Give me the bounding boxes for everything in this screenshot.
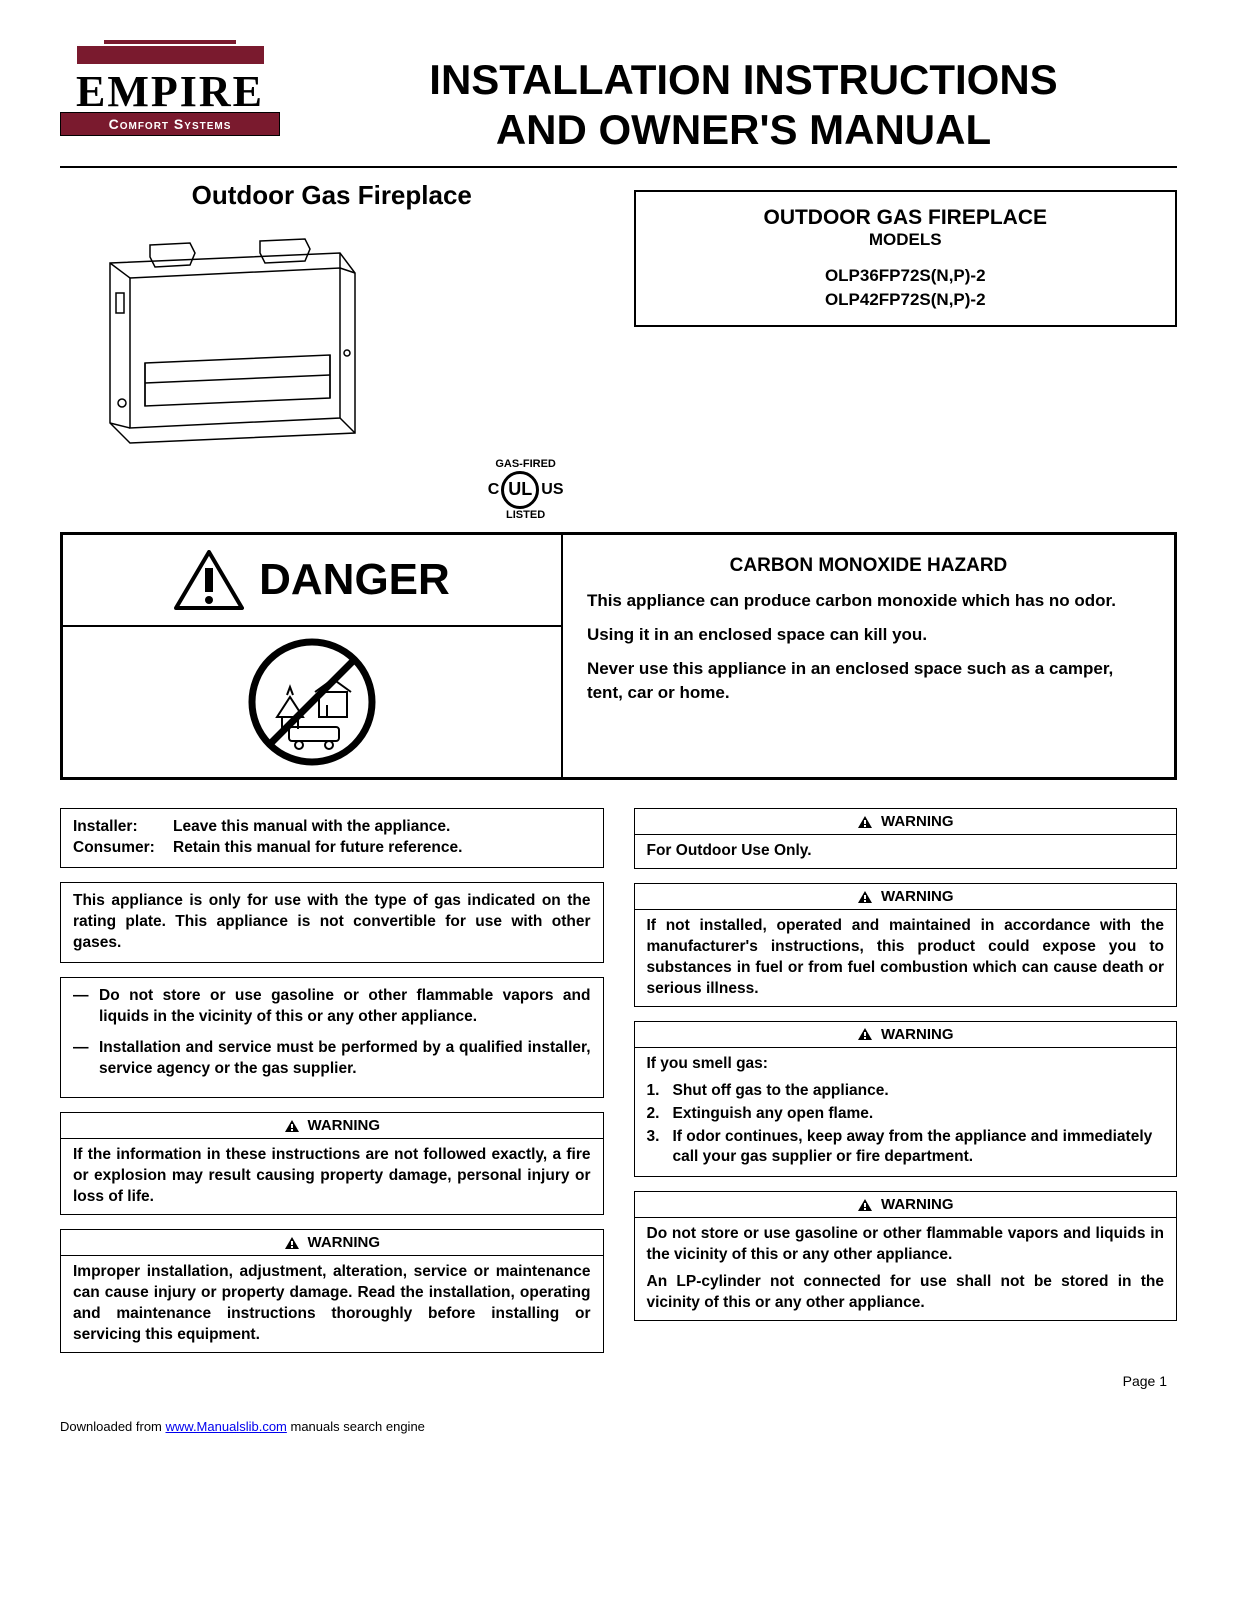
warning-box: WARNING Do not store or use gasoline or … xyxy=(634,1191,1178,1321)
danger-box: DANGER CARBON M xyxy=(60,532,1177,780)
list-item: If odor continues, keep away from the ap… xyxy=(647,1127,1165,1169)
page-number: Page 1 xyxy=(60,1373,1177,1389)
fireplace-illustration xyxy=(60,223,400,453)
co-text: This appliance can produce carbon monoxi… xyxy=(587,589,1150,613)
product-subtitle: Outdoor Gas Fireplace xyxy=(60,180,604,211)
warning-icon xyxy=(284,1236,300,1250)
list-item: Extinguish any open flame. xyxy=(647,1104,1165,1125)
gas-type-box: This appliance is only for use with the … xyxy=(60,882,604,963)
warning-icon xyxy=(857,1198,873,1212)
warning-box: WARNING Improper installation, adjustmen… xyxy=(60,1229,604,1353)
brand-name: EMPIRE xyxy=(60,72,280,112)
header-divider xyxy=(60,166,1177,168)
ul-icon: UL xyxy=(501,471,539,509)
warning-icon xyxy=(857,890,873,904)
certification-mark: GAS-FIRED C UL US LISTED xyxy=(60,458,604,522)
danger-label: DANGER xyxy=(259,555,450,605)
list-item: Installation and service must be perform… xyxy=(73,1038,591,1080)
document-title: INSTALLATION INSTRUCTIONS AND OWNER'S MA… xyxy=(310,40,1177,156)
models-title: OUTDOOR GAS FIREPLACE xyxy=(656,206,1156,230)
co-hazard-title: CARBON MONOXIDE HAZARD xyxy=(587,555,1150,577)
list-item: Do not store or use gasoline or other fl… xyxy=(73,986,591,1028)
warning-box: WARNING If the information in these inst… xyxy=(60,1112,604,1215)
models-subtitle: MODELS xyxy=(656,230,1156,250)
warning-icon xyxy=(857,1027,873,1041)
warning-icon xyxy=(857,815,873,829)
download-source-note: Downloaded from www.Manualslib.com manua… xyxy=(60,1419,1177,1434)
models-box: OUTDOOR GAS FIREPLACE MODELS OLP36FP72S(… xyxy=(634,190,1178,328)
brand-logo: EMPIRE Comfort Systems xyxy=(60,40,280,136)
list-item: Shut off gas to the appliance. xyxy=(647,1081,1165,1102)
safety-notes-box: Do not store or use gasoline or other fl… xyxy=(60,977,604,1099)
warning-box: WARNING If you smell gas: Shut off gas t… xyxy=(634,1021,1178,1178)
models-list: OLP36FP72S(N,P)-2 OLP42FP72S(N,P)-2 xyxy=(656,264,1156,312)
installer-consumer-box: Installer: Leave this manual with the ap… xyxy=(60,808,604,868)
no-indoor-use-icon xyxy=(247,637,377,767)
warning-box: WARNING For Outdoor Use Only. xyxy=(634,808,1178,869)
warning-triangle-icon xyxy=(174,550,244,610)
warning-icon xyxy=(284,1119,300,1133)
co-text: Using it in an enclosed space can kill y… xyxy=(587,623,1150,647)
source-link[interactable]: www.Manualslib.com xyxy=(166,1419,287,1434)
co-text: Never use this appliance in an enclosed … xyxy=(587,657,1150,705)
warning-box: WARNING If not installed, operated and m… xyxy=(634,883,1178,1007)
